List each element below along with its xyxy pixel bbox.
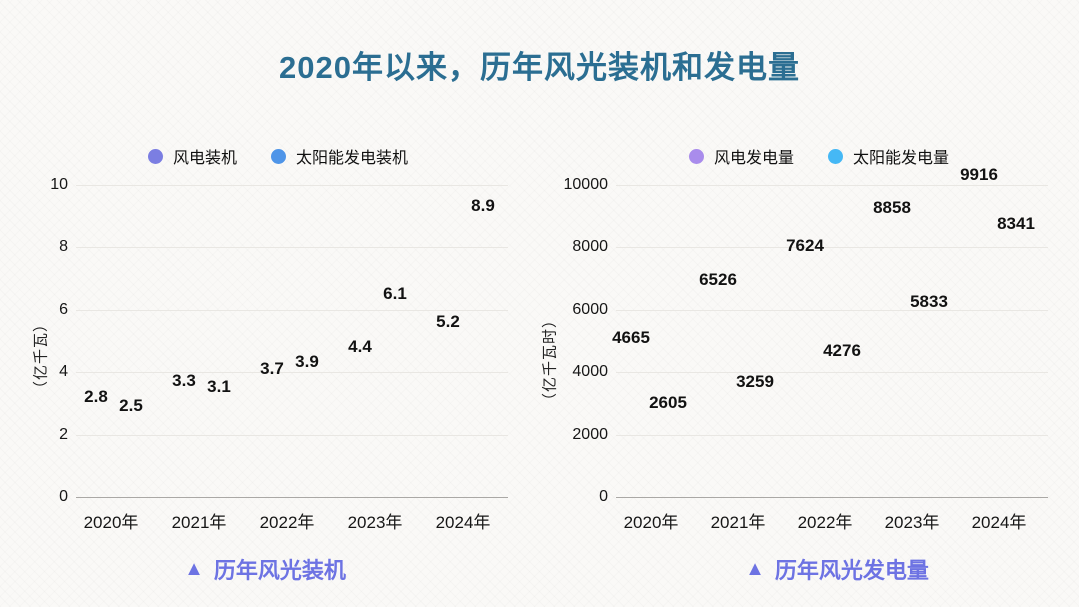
data-point-label: 8341 — [997, 213, 1035, 233]
data-point-label: 3.1 — [207, 377, 231, 397]
gridline — [616, 434, 1048, 436]
gridline — [616, 497, 1048, 498]
x-axis-tick-label: 2021年 — [171, 513, 227, 532]
gridline — [76, 185, 508, 186]
page-title: 2020年以来，历年风光装机和发电量 — [279, 50, 800, 85]
x-axis-tick-label: 2022年 — [259, 513, 315, 532]
data-point-label: 5833 — [910, 292, 948, 311]
generation-chart-caption: ▲ 历年风光发电量 — [745, 553, 929, 585]
data-point-label: 4276 — [823, 340, 861, 360]
x-axis-tick-label: 2022年 — [797, 513, 853, 532]
gridline — [76, 497, 508, 498]
x-axis-tick-label: 2020年 — [623, 513, 679, 532]
gridline — [76, 434, 508, 436]
legend-item[interactable]: 风电装机 — [148, 144, 237, 168]
data-point-label: 4.4 — [348, 336, 372, 356]
legend-item[interactable]: 风电发电量 — [689, 144, 794, 168]
legend-dot-icon — [689, 148, 704, 164]
legend-item[interactable]: 太阳能发电装机 — [271, 144, 408, 168]
generation-caption-text: 历年风光发电量 — [774, 558, 929, 583]
legend-dot-icon — [828, 148, 844, 164]
legend-capacity-chart: 风电装机 太阳能发电装机 — [148, 144, 408, 168]
y-axis-tick-label: 4 — [59, 363, 68, 381]
capacity-chart-caption: ▲ 历年风光装机 — [184, 553, 346, 585]
y-axis-tick-label: 2 — [59, 425, 68, 443]
x-axis-tick-label: 2023年 — [884, 513, 940, 532]
legend-dot-icon — [271, 148, 287, 164]
data-point-label: 8858 — [873, 197, 911, 217]
y-axis-tick-label: 4000 — [572, 363, 608, 381]
y-axis-tick-label: 8000 — [572, 238, 608, 256]
legend-generation-chart: 风电发电量 太阳能发电量 — [689, 144, 949, 168]
y-axis-tick-label: 8 — [59, 238, 68, 256]
data-point-label: 6.1 — [383, 283, 407, 303]
gridline — [616, 372, 1048, 374]
legend-dot-icon — [148, 148, 163, 164]
y-axis-tick-label: 0 — [59, 488, 68, 505]
data-point-label: 9916 — [960, 164, 998, 184]
capacity-y-axis-unit: （亿千瓦） — [32, 315, 50, 397]
y-axis-tick-label: 6000 — [572, 300, 608, 318]
y-axis-tick-label: 0 — [599, 488, 608, 505]
data-point-label: 6526 — [699, 270, 737, 290]
x-axis-tick-label: 2020年 — [83, 513, 139, 532]
gridline — [616, 185, 1048, 186]
y-axis-tick-label: 10000 — [563, 176, 609, 193]
y-axis-tick-label: 6 — [59, 300, 68, 318]
data-point-label: 5.2 — [436, 311, 460, 331]
data-point-label: 7624 — [786, 236, 824, 256]
gridline — [616, 309, 1048, 311]
capacity-caption-text: 历年风光装机 — [213, 558, 346, 583]
y-axis-tick-label: 2000 — [572, 425, 608, 443]
data-point-label: 3.7 — [260, 358, 284, 378]
legend-label: 太阳能发电装机 — [296, 150, 409, 167]
gridline — [76, 247, 508, 249]
x-axis-tick-label: 2021年 — [710, 513, 766, 532]
data-point-label: 3.9 — [295, 352, 319, 372]
data-point-label: 3.3 — [172, 371, 196, 391]
gridline — [616, 247, 1048, 249]
x-axis-tick-label: 2024年 — [435, 513, 491, 532]
data-point-label: 3259 — [736, 372, 774, 392]
triangle-marker-icon: ▲ — [184, 557, 204, 580]
legend-item[interactable]: 太阳能发电量 — [828, 144, 949, 168]
data-point-label: 8.9 — [471, 196, 495, 216]
legend-label: 风电发电量 — [714, 150, 795, 167]
legend-label: 太阳能发电量 — [853, 150, 950, 167]
generation-y-axis-unit: （亿千瓦时） — [541, 311, 559, 409]
triangle-marker-icon: ▲ — [745, 557, 765, 580]
y-axis-tick-label: 10 — [50, 176, 68, 193]
gridline — [76, 372, 508, 374]
x-axis-tick-label: 2024年 — [971, 513, 1027, 532]
data-point-label: 2605 — [649, 392, 687, 412]
data-point-label: 2.8 — [84, 386, 108, 406]
legend-label: 风电装机 — [173, 150, 238, 167]
gridline — [76, 309, 508, 311]
data-point-label: 2.5 — [119, 396, 143, 415]
x-axis-tick-label: 2023年 — [347, 513, 403, 532]
data-point-label: 4665 — [612, 328, 650, 348]
